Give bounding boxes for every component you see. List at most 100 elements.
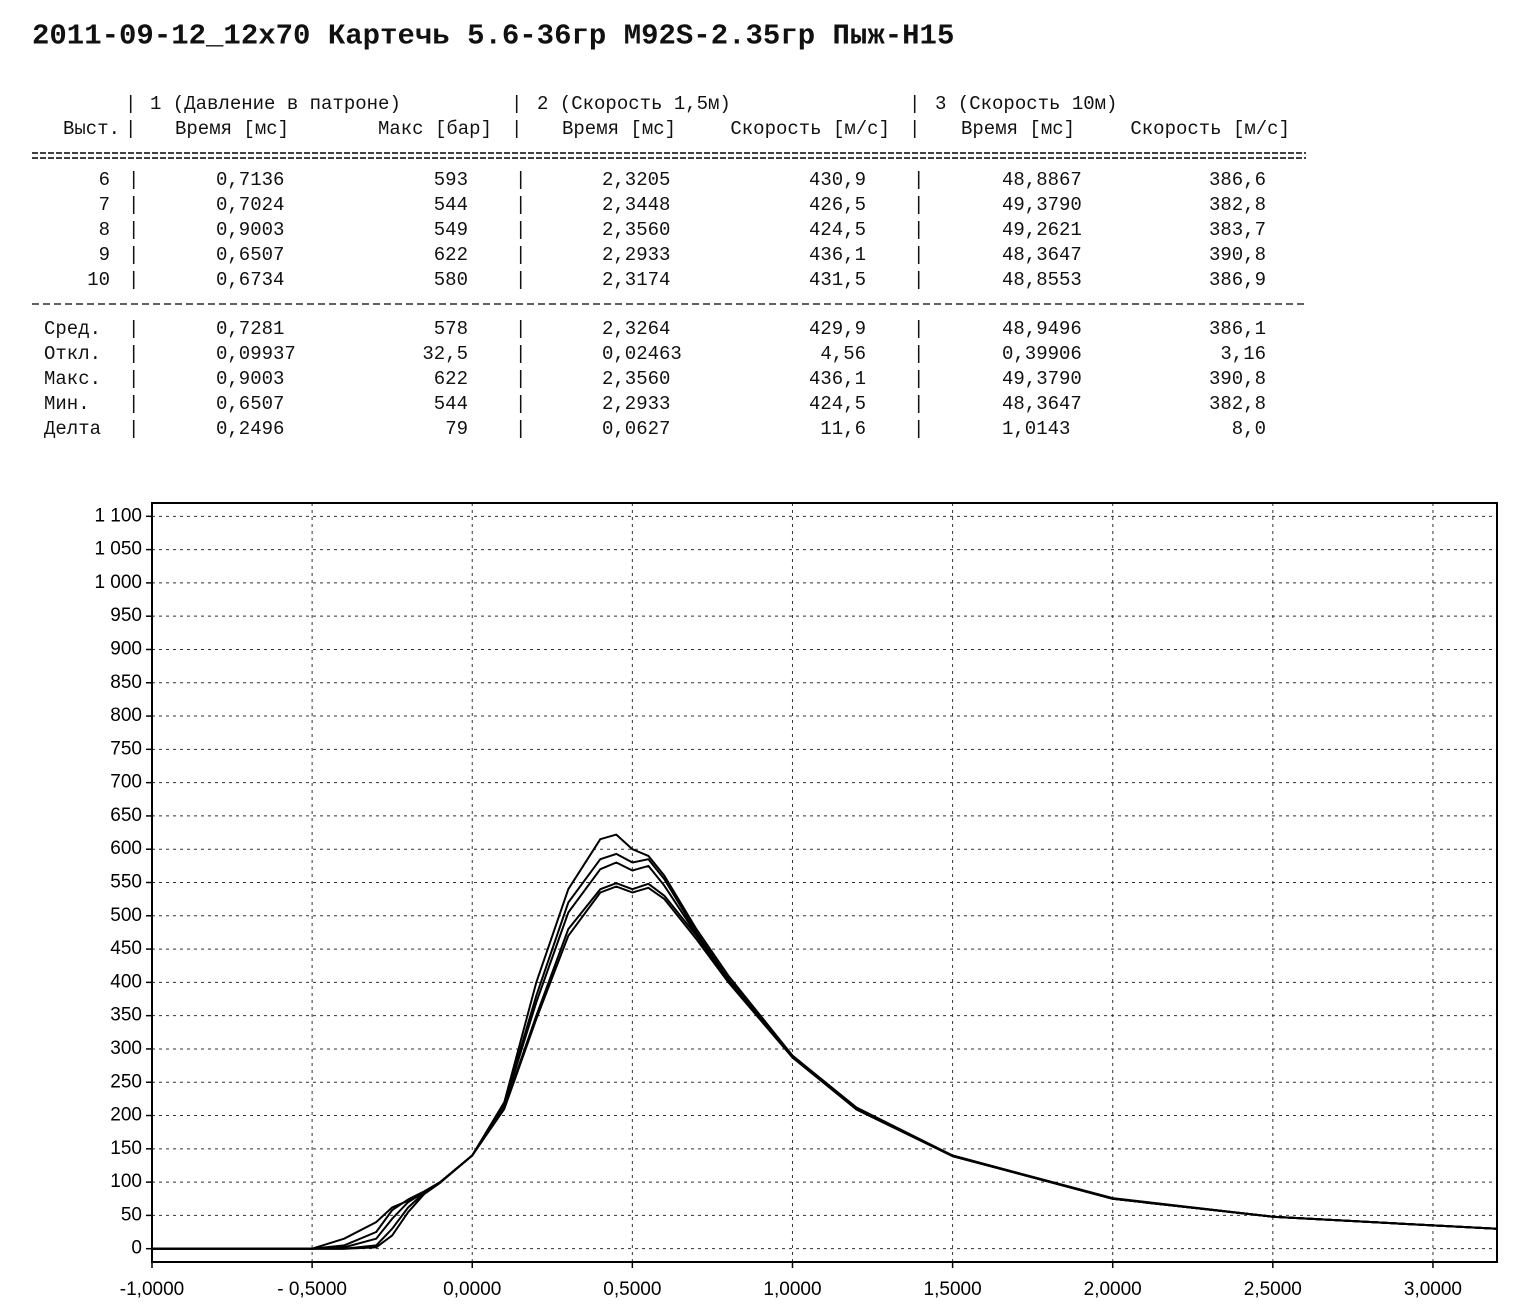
y-tick-label: 300 xyxy=(110,1038,142,1059)
row-label: Макс. xyxy=(44,368,101,390)
separators: | | | | | | xyxy=(125,93,920,140)
cell: 0,09937 xyxy=(216,343,296,365)
group-header: 1 (Давление в патроне) xyxy=(150,93,401,115)
separator: | xyxy=(913,418,924,440)
separator: | xyxy=(515,368,526,390)
y-tick-label: 400 xyxy=(110,971,142,992)
y-tick-label: 1 100 xyxy=(94,505,142,526)
cell: 0,6507 xyxy=(216,244,284,266)
cell: 544 xyxy=(434,194,468,216)
cell: 2,3560 xyxy=(602,219,670,241)
separator: | xyxy=(515,269,526,291)
cell: 0,6734 xyxy=(216,269,284,291)
cell: 386,6 xyxy=(1209,169,1266,191)
cell: 79 xyxy=(445,418,468,440)
separator: | xyxy=(913,269,924,291)
separator: | xyxy=(515,343,526,365)
row-label: 9 xyxy=(99,244,110,266)
separator: | xyxy=(913,219,924,241)
column-header: Скорость [м/с] xyxy=(730,118,890,140)
cell: 0,2496 xyxy=(216,418,284,440)
y-tick-label: 850 xyxy=(110,672,142,693)
cell: 0,6507 xyxy=(216,393,284,415)
group-header: 2 (Скорость 1,5м) xyxy=(537,93,731,115)
column-header: Время [мс] xyxy=(562,118,676,140)
separator: | xyxy=(913,194,924,216)
y-tick-label: 900 xyxy=(110,638,142,659)
cell: 0,7024 xyxy=(216,194,284,216)
cell: 48,3647 xyxy=(1002,393,1082,415)
separator: | xyxy=(515,219,526,241)
cell: 32,5 xyxy=(422,343,468,365)
row-label: 6 xyxy=(99,169,110,191)
y-tick-label: 50 xyxy=(121,1204,142,1225)
separator: | xyxy=(128,368,139,390)
cell: 622 xyxy=(434,368,468,390)
cell: 622 xyxy=(434,244,468,266)
cell: 580 xyxy=(434,269,468,291)
cell: 48,3647 xyxy=(1002,244,1082,266)
x-tick-label: 1,5000 xyxy=(924,1279,982,1300)
cell: 11,6 xyxy=(820,418,866,440)
column-header: Время [мс] xyxy=(175,118,289,140)
separator: | xyxy=(128,318,139,340)
cell: 390,8 xyxy=(1209,368,1266,390)
row-label: 10 xyxy=(87,269,110,291)
svg-text:|: | xyxy=(511,93,522,115)
column-header: Выст. xyxy=(63,118,120,140)
x-tick-label: 1,0000 xyxy=(763,1279,821,1300)
x-tick-label: 3,0000 xyxy=(1404,1279,1462,1300)
x-tick-label: -1,0000 xyxy=(120,1279,184,1300)
cell: 424,5 xyxy=(809,393,866,415)
separator: | xyxy=(128,169,139,191)
x-tick-label: 0,0000 xyxy=(443,1279,501,1300)
cell: 382,8 xyxy=(1209,194,1266,216)
cell: 4,56 xyxy=(820,343,866,365)
cell: 2,3174 xyxy=(602,269,670,291)
cell: 0,39906 xyxy=(1002,343,1082,365)
column-header: Время [мс] xyxy=(961,118,1075,140)
separator: | xyxy=(128,244,139,266)
y-tick-label: 200 xyxy=(110,1105,142,1126)
separator: | xyxy=(913,368,924,390)
y-tick-label: 500 xyxy=(110,905,142,926)
y-tick-label: 600 xyxy=(110,838,142,859)
cell: 549 xyxy=(434,219,468,241)
svg-text:|: | xyxy=(125,93,136,115)
separator: | xyxy=(515,418,526,440)
plot-frame xyxy=(151,502,1498,1263)
svg-text:|: | xyxy=(909,118,920,140)
svg-text:|: | xyxy=(125,118,136,140)
cell: 383,7 xyxy=(1209,219,1266,241)
separator: | xyxy=(128,269,139,291)
cell: 436,1 xyxy=(809,244,866,266)
cell: 578 xyxy=(434,318,468,340)
cell: 0,9003 xyxy=(216,219,284,241)
separator: | xyxy=(128,194,139,216)
cell: 8,0 xyxy=(1232,418,1266,440)
pressure-line xyxy=(152,852,1498,1250)
x-tick-label: 0,5000 xyxy=(603,1279,661,1300)
separator: | xyxy=(913,343,924,365)
row-label: Откл. xyxy=(44,343,101,365)
cell: 49,3790 xyxy=(1002,194,1082,216)
y-tick-label: 1 050 xyxy=(94,539,142,560)
cell: 426,5 xyxy=(809,194,866,216)
y-tick-label: 750 xyxy=(110,738,142,759)
cell: 2,3205 xyxy=(602,169,670,191)
cell: 390,8 xyxy=(1209,244,1266,266)
row-label: 8 xyxy=(99,219,110,241)
row-label: Мин. xyxy=(44,393,90,415)
cell: 0,7281 xyxy=(216,318,284,340)
cell: 382,8 xyxy=(1209,393,1266,415)
x-tick-label: 2,0000 xyxy=(1084,1279,1142,1300)
cell: 386,1 xyxy=(1209,318,1266,340)
y-tick-label: 0 xyxy=(131,1238,142,1259)
pressure-line xyxy=(152,885,1498,1250)
cell: 48,9496 xyxy=(1002,318,1082,340)
cell: 49,2621 xyxy=(1002,219,1082,241)
cell: 386,9 xyxy=(1209,269,1266,291)
separator: | xyxy=(913,244,924,266)
separator: | xyxy=(515,169,526,191)
